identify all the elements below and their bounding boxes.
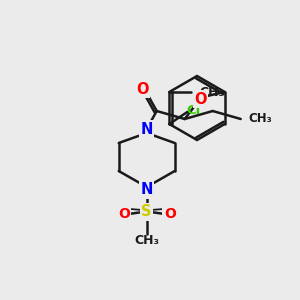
Text: O: O <box>118 207 130 221</box>
Text: Cl: Cl <box>186 103 200 116</box>
Text: CH₃: CH₃ <box>134 233 159 247</box>
Text: CH₃: CH₃ <box>199 85 224 98</box>
Text: N: N <box>140 122 153 136</box>
Text: O: O <box>164 207 176 221</box>
Text: S: S <box>142 205 152 220</box>
Text: N: N <box>140 182 153 197</box>
Text: O: O <box>136 82 149 97</box>
Text: CH₃: CH₃ <box>249 112 272 125</box>
Text: O: O <box>194 92 207 106</box>
